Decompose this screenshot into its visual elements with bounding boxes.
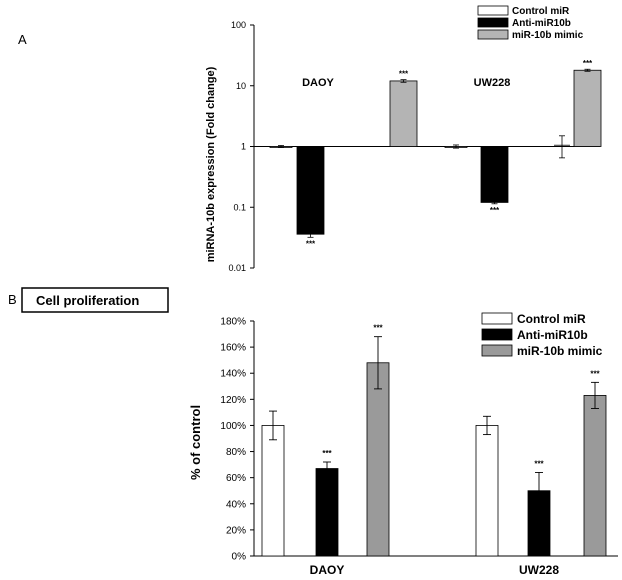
y-tick-label: 180% — [220, 317, 246, 328]
y-tick-label: 60% — [226, 473, 246, 484]
panel-a-letter: A — [18, 32, 27, 47]
significance-label: *** — [322, 449, 332, 458]
legend-label: miR-10b mimic — [512, 30, 584, 41]
y-tick-label: 0.1 — [233, 202, 246, 212]
legend-label: Control miR — [512, 6, 570, 17]
bar-control-mir-uw228 — [475, 425, 499, 557]
legend-swatch — [477, 17, 509, 28]
bar-anti-mir10b-daoy — [296, 146, 325, 235]
bar-mir-10b-mimic-uw228 — [573, 69, 602, 147]
y-tick-label: 40% — [226, 499, 246, 510]
y-tick-label: 20% — [226, 525, 246, 536]
x-tick-label-uw228: UW228 — [519, 563, 559, 577]
y-tick-label: 120% — [220, 395, 246, 406]
bar-anti-mir10b-daoy — [315, 468, 339, 557]
y-tick-label: 100 — [231, 20, 246, 30]
panel-b-letter: B — [8, 292, 17, 307]
y-tick-label: 1 — [241, 142, 246, 152]
bar-mir-10b-mimic-daoy — [366, 362, 390, 557]
panel-a-chart: 0.01 0.1 1 10 100 miRNA-10b expression (Fold … — [205, 5, 602, 273]
panel-b-title-box — [21, 287, 169, 313]
y-tick-label: 160% — [220, 343, 246, 354]
y-tick-label: 0% — [232, 552, 247, 563]
legend-label: Anti-miR10b — [512, 18, 571, 29]
bar-mir-10b-mimic-uw228 — [583, 395, 607, 557]
legend-swatch — [477, 29, 509, 40]
y-tick-label: 80% — [226, 447, 246, 458]
bar-anti-mir10b-uw228 — [480, 146, 509, 203]
y-tick-label: 140% — [220, 369, 246, 380]
y-axis-label: % of control — [188, 405, 203, 480]
group-label-uw228: UW228 — [474, 77, 511, 89]
bar-mir-10b-mimic-daoy — [389, 80, 418, 147]
significance-label: *** — [583, 59, 593, 68]
legend-swatch — [481, 344, 513, 357]
y-tick-label: 100% — [220, 421, 246, 432]
legend-label: miR-10b mimic — [517, 344, 603, 358]
y-tick-label: 10 — [236, 81, 246, 91]
group-label-daoy: DAOY — [302, 77, 334, 89]
significance-label: *** — [490, 206, 500, 215]
significance-label: *** — [306, 239, 316, 248]
legend-swatch — [477, 5, 509, 16]
legend-swatch — [481, 328, 513, 341]
panel-b-title: Cell proliferation — [36, 293, 139, 308]
bar-control-mir-daoy — [261, 425, 285, 557]
significance-label: *** — [590, 369, 600, 378]
legend-swatch — [481, 312, 513, 325]
significance-label: *** — [373, 324, 383, 333]
legend-label: Control miR — [517, 312, 586, 326]
y-axis-label: miRNA-10b expression (Fold change) — [205, 66, 217, 262]
x-tick-label-daoy: DAOY — [310, 563, 345, 577]
y-tick-label: 0.01 — [228, 263, 246, 273]
significance-label: *** — [399, 70, 409, 79]
significance-label: *** — [534, 459, 544, 468]
panel-b-chart: 0% 20% 40% 60% 80% 100% 120% 140% 160% 180% % of c… — [188, 312, 618, 577]
legend-label: Anti-miR10b — [517, 328, 588, 342]
